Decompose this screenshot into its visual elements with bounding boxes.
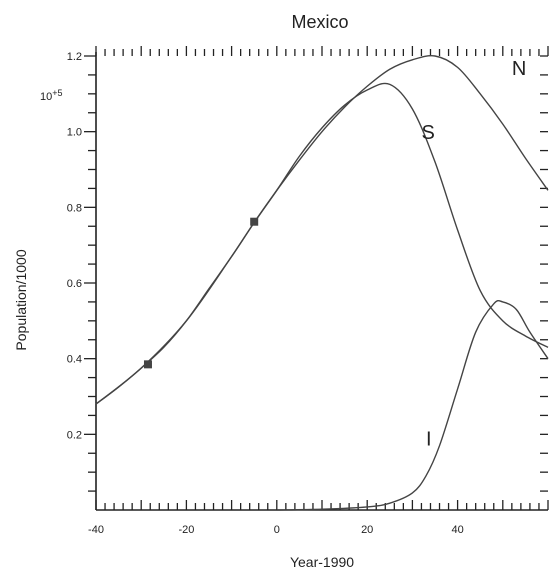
- series-curves: N S I: [95, 55, 549, 511]
- x-tick-label: -20: [178, 524, 194, 536]
- series-line-i: [276, 299, 549, 511]
- y-tick-label: 0.4: [67, 354, 82, 366]
- y-tick-label: 0.6: [67, 278, 82, 290]
- series-label-n: N: [512, 58, 526, 80]
- y-tick-label: 0.2: [67, 429, 82, 441]
- y-tick-label: 0.8: [67, 202, 82, 214]
- x-tick-label: -40: [88, 524, 104, 536]
- data-marker: [250, 217, 259, 226]
- y-multiplier-label: 10+5: [40, 88, 63, 103]
- tick-labels: -40 -20 0 20 40 0.2 0.4 0.6 0.8 1.0 1.2: [67, 51, 464, 536]
- multiplier-exponent: +5: [52, 88, 62, 98]
- multiplier-base: 10: [40, 91, 52, 103]
- series-label-i: I: [426, 429, 432, 451]
- series-line-n: [95, 55, 549, 405]
- series-label-s: S: [421, 122, 434, 144]
- x-tick-label: 40: [451, 524, 463, 536]
- axes: [84, 46, 549, 511]
- y-tick-label: 1.2: [67, 51, 82, 63]
- data-marker: [143, 360, 152, 369]
- y-axis-label: Population/1000: [13, 249, 29, 350]
- x-tick-label: 20: [361, 524, 373, 536]
- x-axis-label: Year-1990: [290, 554, 354, 570]
- y-tick-label: 1.0: [67, 127, 82, 139]
- x-tick-label: 0: [274, 524, 280, 536]
- series-line-s: [95, 82, 549, 405]
- chart-title: Mexico: [291, 12, 348, 32]
